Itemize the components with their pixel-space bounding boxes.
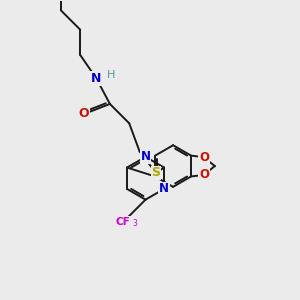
Text: CF: CF (116, 217, 130, 226)
Text: 3: 3 (132, 219, 137, 228)
Text: H: H (106, 70, 115, 80)
Text: O: O (199, 151, 209, 164)
Text: N: N (159, 182, 169, 195)
Text: O: O (79, 107, 89, 120)
Text: S: S (152, 167, 160, 179)
Text: O: O (199, 169, 209, 182)
Text: N: N (140, 150, 151, 163)
Text: N: N (91, 72, 102, 85)
